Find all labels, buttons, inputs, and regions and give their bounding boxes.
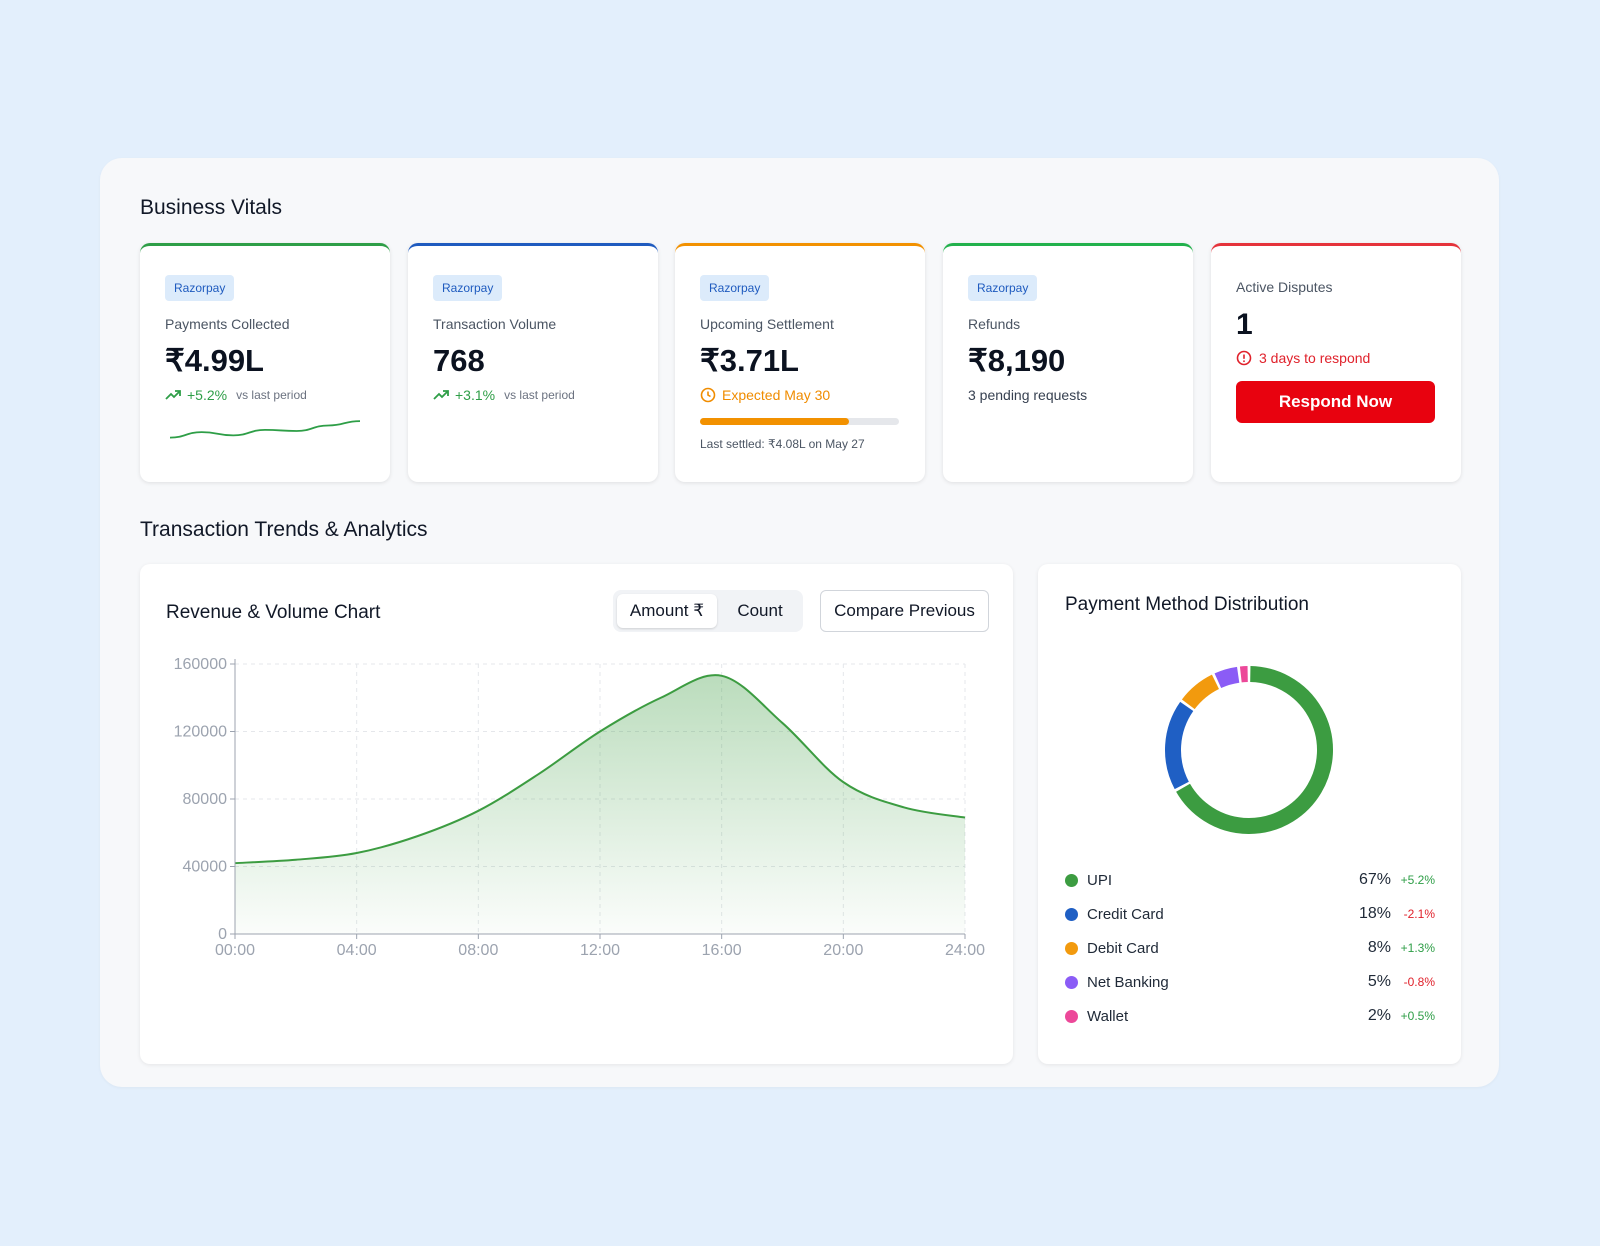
card-value: ₹4.99L bbox=[165, 343, 264, 378]
card-label: Active Disputes bbox=[1236, 279, 1333, 295]
active-disputes-card[interactable]: Active Disputes 1 3 days to respond Resp… bbox=[1211, 243, 1461, 482]
y-tick-label: 80000 bbox=[183, 791, 228, 808]
payments-collected-card[interactable]: Razorpay Payments Collected ₹4.99L +5.2%… bbox=[140, 243, 390, 482]
analytics-title: Transaction Trends & Analytics bbox=[140, 518, 428, 541]
settlement-progress-fill bbox=[700, 418, 850, 425]
legend-dot-icon bbox=[1065, 975, 1078, 989]
legend-percent: 18% bbox=[1358, 905, 1391, 922]
legend-change: -0.8% bbox=[1403, 975, 1435, 989]
upcoming-settlement-card[interactable]: Razorpay Upcoming Settlement ₹3.71L Expe… bbox=[675, 243, 925, 482]
razorpay-badge: Razorpay bbox=[165, 275, 235, 301]
x-tick-label: 24:00 bbox=[945, 942, 985, 959]
card-value: 1 bbox=[1236, 308, 1253, 341]
revenue-chart-card: Revenue & Volume Chart Amount ₹ Count Co… bbox=[140, 564, 1013, 1064]
x-tick-label: 00:00 bbox=[215, 942, 255, 959]
y-tick-label: 0 bbox=[218, 926, 227, 943]
legend-label: Credit Card bbox=[1087, 905, 1164, 923]
refunds-card[interactable]: Razorpay Refunds ₹8,190 3 pending reques… bbox=[943, 243, 1193, 482]
donut-slice[interactable] bbox=[1214, 666, 1240, 689]
dispute-warning-text: 3 days to respond bbox=[1259, 350, 1371, 366]
trend-comparison: vs last period bbox=[236, 388, 307, 402]
legend-dot-icon bbox=[1065, 907, 1078, 921]
legend-dot-icon bbox=[1065, 1009, 1078, 1023]
chart-mode-toggle: Amount ₹ Count bbox=[613, 590, 803, 632]
trend-percent: +3.1% bbox=[455, 387, 496, 403]
transaction-volume-card[interactable]: Razorpay Transaction Volume 768 +3.1% vs… bbox=[408, 243, 658, 482]
legend-change: +5.2% bbox=[1400, 873, 1435, 887]
distribution-title: Payment Method Distribution bbox=[1065, 594, 1309, 615]
expected-date: Expected May 30 bbox=[700, 387, 830, 403]
trend: +5.2% vs last period bbox=[165, 387, 307, 403]
legend-label: Debit Card bbox=[1087, 939, 1159, 957]
chart-title: Revenue & Volume Chart bbox=[166, 602, 381, 623]
x-tick-label: 16:00 bbox=[702, 942, 742, 959]
clock-icon bbox=[700, 387, 716, 403]
donut-slice[interactable] bbox=[1176, 666, 1333, 834]
legend-change: +1.3% bbox=[1400, 941, 1435, 955]
dashboard-panel: Business Vitals Razorpay Payments Collec… bbox=[100, 158, 1499, 1087]
pending-requests: 3 pending requests bbox=[968, 387, 1088, 403]
dispute-warning: 3 days to respond bbox=[1236, 350, 1370, 366]
legend-percent: 8% bbox=[1367, 939, 1391, 956]
y-tick-label: 120000 bbox=[174, 724, 227, 741]
y-tick-label: 40000 bbox=[183, 859, 228, 876]
respond-now-button[interactable]: Respond Now bbox=[1236, 381, 1435, 423]
card-label: Payments Collected bbox=[165, 316, 290, 332]
donut-slice[interactable] bbox=[1165, 701, 1194, 790]
count-toggle[interactable]: Count bbox=[737, 601, 783, 620]
series-line bbox=[234, 674, 966, 865]
payment-donut-chart bbox=[1165, 666, 1333, 834]
x-tick-label: 12:00 bbox=[580, 942, 620, 959]
business-vitals-title: Business Vitals bbox=[140, 196, 283, 219]
trend-percent: +5.2% bbox=[187, 387, 228, 403]
revenue-area-chart: 0 40000 80000 120000 160000 00:00 04:00 08:00 12… bbox=[174, 656, 986, 959]
card-value: ₹3.71L bbox=[700, 343, 799, 378]
legend-item[interactable]: Net Banking 5% -0.8% bbox=[1065, 970, 1435, 994]
trend-up-icon bbox=[165, 390, 181, 400]
trend: +3.1% vs last period bbox=[433, 387, 575, 403]
legend-dot-icon bbox=[1065, 941, 1078, 955]
sparkline bbox=[170, 420, 360, 439]
razorpay-badge: Razorpay bbox=[968, 275, 1038, 301]
sparkline-line bbox=[170, 420, 360, 439]
card-value: ₹8,190 bbox=[968, 343, 1066, 378]
last-settled: Last settled: ₹4.08L on May 27 bbox=[700, 437, 865, 451]
area-fill bbox=[235, 675, 965, 934]
x-tick-label: 20:00 bbox=[823, 942, 863, 959]
card-label: Transaction Volume bbox=[433, 316, 557, 332]
legend-percent: 2% bbox=[1367, 1007, 1391, 1024]
trend-up-icon bbox=[433, 390, 449, 400]
donut-slice[interactable] bbox=[1181, 674, 1220, 710]
card-label: Refunds bbox=[968, 316, 1021, 332]
card-value: 768 bbox=[433, 343, 485, 378]
legend-change: -2.1% bbox=[1403, 907, 1435, 921]
razorpay-badge: Razorpay bbox=[433, 275, 503, 301]
x-tick-label: 08:00 bbox=[458, 942, 498, 959]
trend-comparison: vs last period bbox=[504, 388, 575, 402]
amount-toggle[interactable]: Amount ₹ bbox=[617, 594, 717, 628]
legend-percent: 5% bbox=[1367, 973, 1391, 990]
legend-percent: 67% bbox=[1358, 871, 1391, 888]
legend-item[interactable]: Credit Card 18% -2.1% bbox=[1065, 902, 1435, 926]
settlement-progress-track bbox=[700, 418, 899, 425]
compare-previous-button[interactable]: Compare Previous bbox=[820, 590, 989, 632]
legend-label: Wallet bbox=[1087, 1007, 1129, 1025]
legend-item[interactable]: Wallet 2% +0.5% bbox=[1065, 1004, 1435, 1028]
alert-circle-icon bbox=[1236, 350, 1252, 366]
legend-label: Net Banking bbox=[1087, 973, 1169, 991]
expected-text: Expected May 30 bbox=[722, 387, 831, 403]
card-label: Upcoming Settlement bbox=[700, 316, 834, 332]
legend-item[interactable]: Debit Card 8% +1.3% bbox=[1065, 936, 1435, 960]
legend-label: UPI bbox=[1087, 871, 1113, 889]
razorpay-badge: Razorpay bbox=[700, 275, 770, 301]
legend-item[interactable]: UPI 67% +5.2% bbox=[1065, 868, 1435, 892]
legend-change: +0.5% bbox=[1400, 1009, 1435, 1023]
x-tick-label: 04:00 bbox=[337, 942, 377, 959]
y-tick-label: 160000 bbox=[174, 656, 227, 673]
payment-distribution-card: Payment Method Distribution UPI 67% +5.2% C… bbox=[1038, 564, 1461, 1064]
legend-dot-icon bbox=[1065, 873, 1078, 887]
